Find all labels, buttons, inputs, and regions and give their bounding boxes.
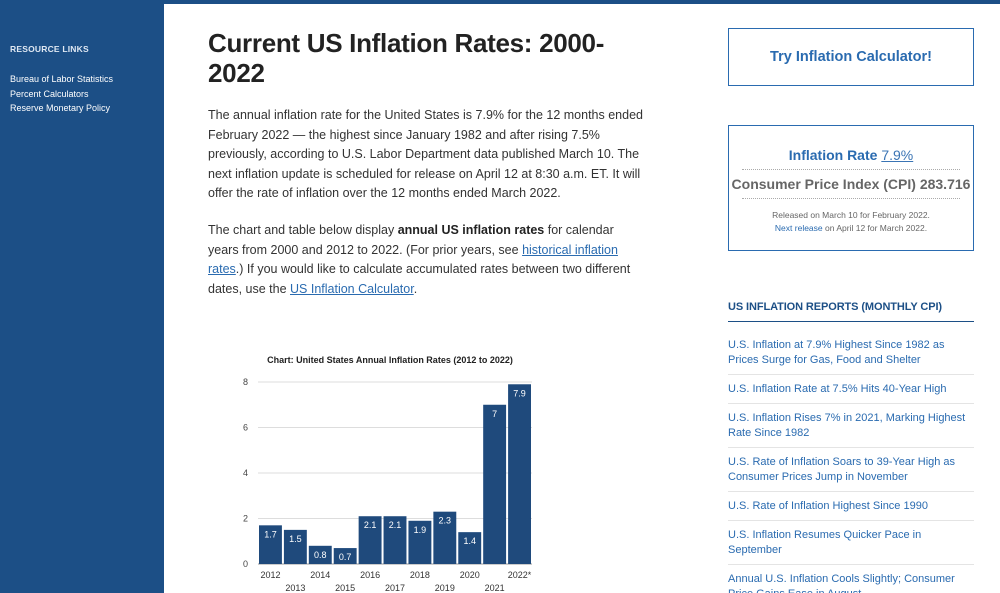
sidebar-link-monetary-policy[interactable]: Reserve Monetary Policy <box>10 103 111 113</box>
p2-text-b: for calendar years from 2000 and 2012 to… <box>208 223 614 257</box>
dotted-divider-2 <box>742 198 960 199</box>
bar <box>458 532 482 564</box>
bar <box>283 529 307 564</box>
sidebar-link-list: Bureau of Labor Statistics Percent Calcu… <box>10 72 113 116</box>
cpi-label: Consumer Price Index (CPI) <box>731 176 916 192</box>
bar <box>408 520 432 564</box>
bar-value-label: 2.1 <box>364 520 377 530</box>
release-info: Released on March 10 for February 2022. … <box>729 209 973 234</box>
try-calculator-button[interactable]: Try Inflation Calculator! <box>728 28 974 86</box>
sidebar-heading: RESOURCE LINKS <box>10 44 89 54</box>
inflation-rate-line: Inflation Rate 7.9% <box>729 147 973 163</box>
y-tick-label: 2 <box>243 514 248 524</box>
bar-value-label: 7 <box>492 409 497 419</box>
next-release-link[interactable]: Next release <box>774 222 823 233</box>
inflation-rate-label: Inflation Rate <box>788 147 878 163</box>
p2-text-a: The chart and table below display <box>208 223 398 237</box>
bar <box>358 516 382 564</box>
cpi-value: 283.716 <box>919 176 971 192</box>
y-tick-label: 6 <box>243 423 248 433</box>
y-tick-label: 0 <box>243 559 248 569</box>
p2-bold: annual US inflation rates <box>397 223 545 237</box>
chart-svg: Chart: United States Annual Inflation Ra… <box>243 355 532 593</box>
inflation-reports: US INFLATION REPORTS (MONTHLY CPI) U.S. … <box>728 301 974 593</box>
x-tick-label: 2013 <box>285 583 305 593</box>
chart-title: Chart: United States Annual Inflation Ra… <box>267 355 513 365</box>
released-text: Released on March 10 for February 2022. <box>772 210 930 220</box>
report-link[interactable]: Annual U.S. Inflation Cools Slightly; Co… <box>728 572 974 593</box>
bar <box>308 545 332 564</box>
dotted-divider <box>742 169 960 170</box>
x-tick-label: 2016 <box>360 570 380 580</box>
bar <box>483 404 507 564</box>
chart-intro-paragraph: The chart and table below display annual… <box>208 221 644 299</box>
x-tick-label: 2012 <box>260 570 280 580</box>
bar-value-label: 0.8 <box>314 550 327 560</box>
article: Current US Inflation Rates: 2000-2022 Th… <box>208 28 648 296</box>
bar <box>259 525 282 564</box>
x-tick-label: 2014 <box>310 570 330 580</box>
sidebar-link-bls[interactable]: Bureau of Labor Statistics <box>10 74 114 84</box>
bar-value-label: 1.9 <box>414 525 427 535</box>
x-tick-label: 2017 <box>385 583 405 593</box>
inflation-bar-chart: Chart: United States Annual Inflation Ra… <box>228 348 548 593</box>
reports-rule <box>728 321 974 322</box>
x-tick-label: 2022* <box>508 570 532 580</box>
bar-value-label: 1.7 <box>264 529 277 539</box>
bar-value-label: 2.1 <box>389 520 402 530</box>
x-tick-label: 2020 <box>460 570 480 580</box>
inflation-calculator-link[interactable]: US Inflation Calculator <box>290 281 414 296</box>
cpi-line: Consumer Price Index (CPI) 283.716 <box>729 176 973 192</box>
bar-value-label: 0.7 <box>339 552 352 562</box>
bar <box>508 384 531 564</box>
bar-value-label: 1.5 <box>289 534 302 544</box>
bar-value-label: 7.9 <box>513 388 526 398</box>
top-accent-line <box>164 0 1000 4</box>
top-bar <box>0 0 1000 4</box>
page-title: Current US Inflation Rates: 2000-2022 <box>208 28 605 88</box>
bar <box>333 548 357 564</box>
reports-list: U.S. Inflation at 7.9% Highest Since 198… <box>728 338 974 593</box>
bar <box>383 516 407 564</box>
report-link[interactable]: U.S. Inflation Rises 7% in 2021, Marking… <box>728 411 974 448</box>
x-tick-label: 2018 <box>410 570 430 580</box>
report-link[interactable]: U.S. Rate of Inflation Soars to 39-Year … <box>728 455 974 492</box>
bar-value-label: 1.4 <box>463 536 476 546</box>
next-release-rest: on April 12 for March 2022. <box>822 222 928 233</box>
x-tick-label: 2019 <box>435 583 455 593</box>
p2-text-d: . <box>413 281 418 296</box>
sidebar: RESOURCE LINKS Bureau of Labor Statistic… <box>0 0 164 593</box>
bar <box>433 511 457 564</box>
sidebar-link-percent-calculators[interactable]: Percent Calculators <box>10 88 89 99</box>
rate-summary-box: Inflation Rate 7.9% Consumer Price Index… <box>728 125 974 251</box>
bar-value-label: 2.3 <box>439 516 452 526</box>
inflation-rate-value[interactable]: 7.9% <box>881 147 914 163</box>
intro-paragraph: The annual inflation rate for the United… <box>208 108 643 200</box>
report-link[interactable]: U.S. Inflation at 7.9% Highest Since 198… <box>728 338 974 375</box>
historical-rates-link[interactable]: historical inflation rates <box>208 242 618 277</box>
y-tick-label: 8 <box>243 377 248 387</box>
next-release-line: Next release on April 12 for March 2022. <box>729 222 973 235</box>
reports-heading: US INFLATION REPORTS (MONTHLY CPI) <box>728 301 942 313</box>
p2-text-c: .) If you would like to calculate accumu… <box>208 262 631 296</box>
x-tick-label: 2021 <box>485 583 505 593</box>
report-link[interactable]: U.S. Inflation Rate at 7.5% Hits 40-Year… <box>728 382 974 404</box>
report-link[interactable]: U.S. Inflation Resumes Quicker Pace in S… <box>728 528 974 565</box>
y-tick-label: 4 <box>243 468 248 478</box>
x-tick-label: 2015 <box>335 583 355 593</box>
report-link[interactable]: U.S. Rate of Inflation Highest Since 199… <box>728 499 974 521</box>
